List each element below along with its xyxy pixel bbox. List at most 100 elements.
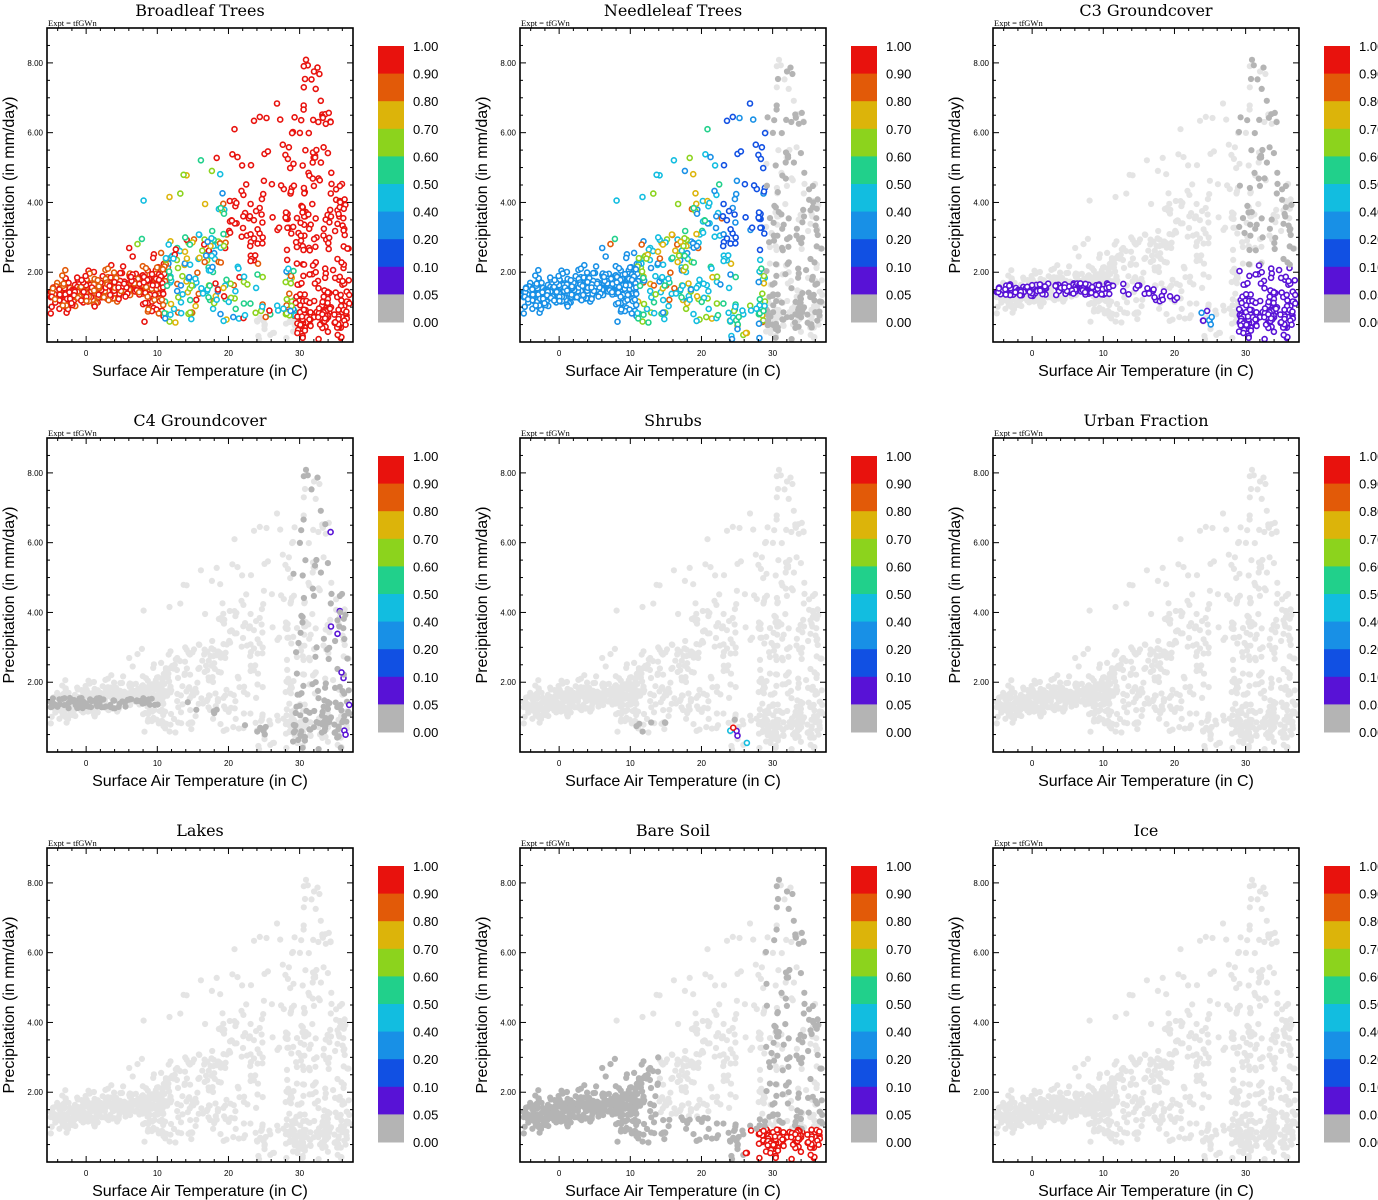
data-point bbox=[1266, 225, 1273, 232]
data-point bbox=[1150, 286, 1157, 293]
y-tick-label: 4.00 bbox=[973, 198, 989, 207]
data-point bbox=[177, 282, 185, 289]
data-point bbox=[1220, 302, 1227, 309]
data-point bbox=[104, 265, 112, 273]
data-point bbox=[305, 540, 312, 547]
data-point bbox=[324, 738, 331, 745]
data-point bbox=[1160, 288, 1168, 295]
colorbar-swatch bbox=[378, 621, 404, 650]
data-point bbox=[725, 719, 732, 726]
data-point bbox=[151, 701, 158, 709]
data-point bbox=[538, 689, 545, 696]
data-point bbox=[732, 650, 739, 657]
data-point bbox=[773, 246, 780, 254]
data-point bbox=[327, 118, 334, 126]
data-point bbox=[1128, 234, 1135, 241]
data-point bbox=[737, 558, 745, 565]
data-point bbox=[792, 114, 800, 121]
data-point bbox=[767, 329, 774, 337]
colorbar-swatch bbox=[1324, 156, 1350, 185]
data-point bbox=[199, 290, 207, 297]
data-point bbox=[634, 309, 641, 317]
data-point bbox=[1182, 274, 1189, 281]
data-point bbox=[731, 211, 738, 218]
data-point bbox=[61, 695, 68, 702]
data-point bbox=[292, 238, 300, 246]
data-point bbox=[1234, 230, 1241, 237]
data-point bbox=[1247, 327, 1255, 334]
data-point bbox=[295, 639, 302, 647]
data-point bbox=[1134, 282, 1141, 289]
data-point bbox=[325, 245, 333, 253]
data-point bbox=[250, 645, 258, 652]
data-point bbox=[761, 640, 768, 647]
x-tick-label: 30 bbox=[295, 759, 304, 768]
data-point bbox=[719, 213, 727, 220]
data-point bbox=[1229, 334, 1236, 342]
data-point bbox=[166, 318, 173, 325]
data-point bbox=[758, 554, 766, 561]
data-point bbox=[259, 240, 266, 247]
data-point bbox=[247, 641, 254, 648]
data-point bbox=[314, 64, 321, 71]
data-point bbox=[749, 116, 757, 123]
data-point bbox=[1284, 297, 1291, 304]
data-point bbox=[782, 159, 789, 166]
data-point bbox=[727, 650, 734, 657]
data-point bbox=[240, 623, 247, 630]
colorbar-label: 0.10 bbox=[413, 260, 438, 275]
data-point bbox=[239, 634, 247, 642]
data-point bbox=[766, 653, 774, 661]
data-point bbox=[707, 564, 714, 571]
data-point bbox=[49, 695, 57, 702]
data-point bbox=[1193, 243, 1200, 250]
data-point bbox=[541, 710, 548, 717]
data-point bbox=[760, 230, 768, 237]
data-point bbox=[1291, 291, 1299, 299]
data-point bbox=[804, 311, 811, 318]
data-point bbox=[1265, 298, 1272, 306]
data-point bbox=[1192, 213, 1199, 220]
data-point bbox=[677, 238, 684, 246]
data-point bbox=[723, 627, 731, 634]
data-point bbox=[229, 561, 236, 568]
data-point bbox=[213, 296, 220, 304]
y-axis-label: Precipitation (in mm/day) bbox=[947, 97, 964, 274]
data-point bbox=[775, 147, 782, 154]
colorbar-label: 0.60 bbox=[413, 559, 438, 574]
data-point bbox=[316, 177, 324, 184]
data-point bbox=[690, 581, 697, 588]
data-point bbox=[772, 204, 779, 211]
data-point bbox=[335, 306, 342, 314]
data-point bbox=[232, 715, 239, 723]
data-point bbox=[770, 647, 778, 654]
data-point bbox=[188, 282, 195, 289]
data-point bbox=[316, 480, 323, 488]
data-point bbox=[280, 715, 287, 722]
data-point bbox=[1265, 310, 1272, 318]
data-point bbox=[600, 273, 608, 281]
colorbar: 1.000.900.800.700.600.500.400.200.100.05… bbox=[378, 449, 438, 740]
data-point bbox=[1166, 292, 1174, 300]
data-point bbox=[727, 636, 734, 643]
data-point bbox=[1134, 316, 1141, 323]
data-point bbox=[1129, 255, 1136, 262]
data-point bbox=[283, 295, 291, 303]
data-point bbox=[774, 701, 781, 708]
data-point bbox=[284, 265, 292, 273]
data-point bbox=[1185, 224, 1193, 232]
data-point bbox=[268, 180, 276, 188]
data-point bbox=[327, 623, 335, 630]
data-point bbox=[302, 716, 309, 724]
data-point bbox=[220, 292, 228, 300]
data-point bbox=[705, 715, 712, 723]
data-point bbox=[240, 213, 247, 220]
data-point bbox=[750, 526, 757, 533]
data-point bbox=[259, 713, 266, 720]
data-point bbox=[1028, 272, 1035, 280]
data-point bbox=[800, 213, 808, 220]
data-point bbox=[556, 707, 563, 715]
data-point bbox=[636, 282, 644, 290]
data-point bbox=[1159, 154, 1166, 161]
data-point bbox=[1235, 128, 1242, 136]
